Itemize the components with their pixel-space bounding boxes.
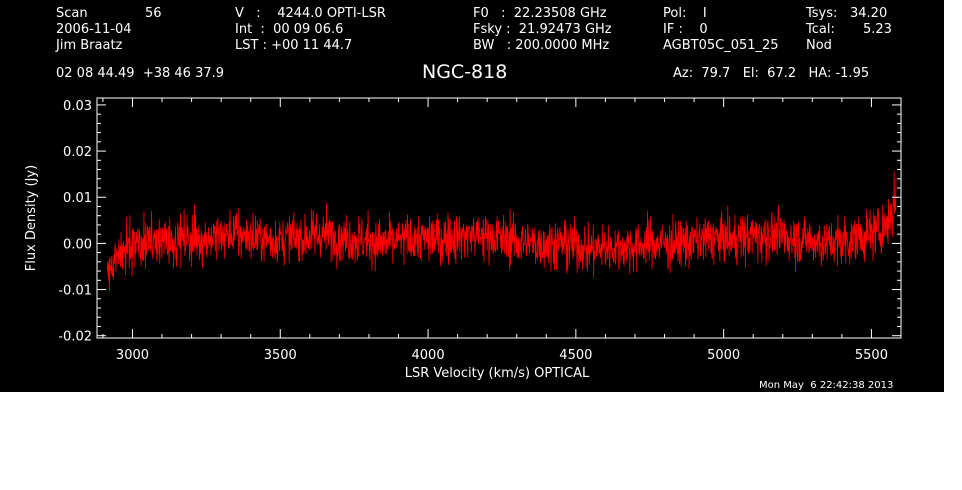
x-axis-label: LSR Velocity (km/s) OPTICAL [405,366,590,381]
obs-mode: Nod [806,38,832,53]
x-tick-label: 4500 [559,348,592,363]
plot-frame [96,97,902,339]
x-tick-label: 5500 [855,348,888,363]
lst-line: LST : +00 11 44.7 [235,38,353,53]
y-tick-label: 0.03 [63,99,92,114]
y-tick-label: 0.01 [63,191,92,206]
velocity-line: V : 4244.0 OPTI-LSR [235,6,386,21]
f0-line: F0 : 22.23508 GHz [473,6,607,21]
scan-label: Scan [56,6,88,21]
if-line: IF : 0 [663,22,708,37]
tick-layer: 3000 3500 4000 4500 5000 5500 -0.02 -0.01 0.00 0.… [58,98,902,363]
tsys-label: Tsys: [806,6,838,21]
tsys-value: 34.20 [850,6,888,21]
obs-date: 2006-11-04 [56,22,132,37]
spectrum-trace [106,171,897,291]
project-id: AGBT05C_051_25 [663,38,779,53]
y-axis-label: Flux Density (Jy) [24,165,39,271]
x-tick-label: 3500 [264,348,297,363]
tcal-label: Tcal: [806,22,835,37]
y-tick-label: 0.02 [63,145,92,160]
spectrum-chart: 3000 3500 4000 4500 5000 5500 -0.02 -0.01 0.00 0.… [24,97,902,381]
fsky-line: Fsky : 21.92473 GHz [473,22,612,37]
x-tick-label: 5000 [707,348,740,363]
scan-value: 56 [145,6,162,21]
observer-name: Jim Braatz [56,38,123,53]
x-tick-label: 3000 [116,348,149,363]
y-tick-label: 0.00 [63,237,92,252]
bandwidth-line: BW : 200.0000 MHz [473,38,610,53]
plot-timestamp: Mon May 6 22:42:38 2013 [759,380,894,391]
trace-layer [106,171,897,291]
integration-line: Int : 00 09 06.6 [235,22,344,37]
plot-panel: Scan 56 2006-11-04 Jim Braatz V : 4244.0… [0,0,944,392]
source-coordinates: 02 08 44.49 +38 46 37.9 [56,66,225,81]
tcal-value: 5.23 [863,22,892,37]
y-tick-label: -0.02 [58,330,92,345]
az-el-ha-line: Az: 79.7 El: 67.2 HA: -1.95 [673,66,870,81]
polarization-line: Pol: I [663,6,707,21]
chart-title: NGC-818 [422,61,508,83]
y-tick-label: -0.01 [58,284,92,299]
x-tick-label: 4000 [412,348,445,363]
